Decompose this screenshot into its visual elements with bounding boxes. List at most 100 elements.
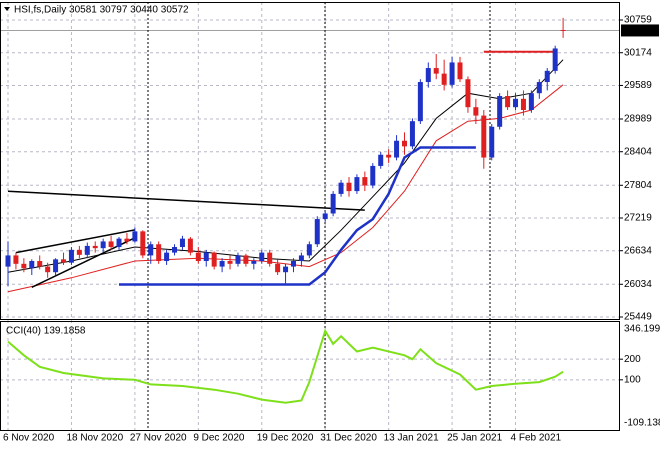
candle-body [402,140,407,147]
candle-body [13,255,19,264]
candle-body [100,241,106,249]
y-limit-label: 346.1991 [624,324,660,335]
y-tick-label: 26034 [624,279,652,290]
candle-body [544,70,550,83]
y-limit-label: -109.138 [624,418,660,429]
candle-body [29,261,35,269]
candle-body [37,261,43,267]
x-tick-label: 18 Nov 2020 [66,433,123,444]
candle-body [187,238,193,253]
candle-body [314,219,320,245]
candle-body [354,177,360,192]
marks-layer [5,17,566,404]
candle-body [290,261,296,267]
indicator-line [119,146,476,286]
candle-body [283,266,289,273]
y-tick-label: 28989 [624,114,652,125]
candle-body [322,213,328,220]
candle-body [560,29,566,31]
candle-body [116,238,122,248]
candle-body [45,266,51,273]
candle-body [124,238,130,242]
candle-body [449,62,455,85]
cci-panel-frame [0,321,620,431]
candle-body [362,177,368,186]
candle-body [235,255,241,264]
candle-body [338,182,344,194]
y-tick-label: 30759 [624,15,652,26]
candle-body [211,252,217,267]
current-price-label: 30572 [624,25,652,36]
x-tick-label: 4 Feb 2021 [511,433,562,444]
candle-body [298,255,304,262]
candle-body [457,62,463,80]
candle-body [378,154,384,166]
y-tick-label: 27804 [624,180,652,191]
y-tick-label: 28404 [624,146,652,157]
candle-body [5,255,11,267]
candle-body [76,249,82,255]
price-panel-frame [0,2,620,320]
title-marker [4,7,10,11]
candle-body [132,231,138,242]
candle-body [267,252,273,264]
candle-body [346,182,352,192]
candle-body [481,115,487,158]
candle-body [441,73,447,85]
candle-body [219,261,225,267]
trend-line [7,190,365,211]
candle-body [68,249,74,263]
candle-body [164,252,170,262]
chart-title: HSI,fs,Daily 30581 30797 30440 30572 [14,5,189,16]
candle-body [497,96,503,127]
candle-body [179,238,185,248]
candle-body [227,261,233,264]
x-tick-label: 6 Nov 2020 [3,433,55,444]
candle-body [148,244,154,256]
candle-body [243,255,249,264]
candle-body [92,245,98,249]
indicator-line [7,59,564,273]
candle-body [275,263,281,273]
candle-body [394,140,400,158]
candle-body [489,126,495,158]
trend-line [15,229,136,254]
x-tick-label: 27 Nov 2020 [130,433,187,444]
current-price-box [621,24,659,37]
candle-body [21,263,27,269]
candle-body [251,261,257,264]
y-tick-label: 25449 [624,312,652,323]
candle-body [108,241,114,248]
candle-body [520,98,526,110]
candle-body [528,93,534,110]
candle-body [370,165,376,186]
candle-body [417,82,423,122]
candle-body [195,252,201,262]
candle-body [156,244,162,262]
text-layer: 30759 30174 29589 28989 28404 27804 27219 26634… [3,15,660,444]
y-tick-label: 30174 [624,47,652,58]
x-tick-label: 31 Dec 2020 [320,433,377,444]
y-tick-label: 27219 [624,213,652,224]
candle-body [536,82,542,94]
candle-body [84,245,90,255]
y-tick-label: 100 [624,374,641,385]
cci-title: CCI(40) 139.1858 [6,326,86,337]
indicator-line [7,84,564,293]
candle-body [330,193,336,214]
candle-body [53,259,59,273]
y-tick-label: 26634 [624,245,652,256]
x-tick-label: 19 Dec 2020 [257,433,314,444]
candle-body [552,48,558,71]
candle-body [140,231,146,256]
x-tick-label: 25 Jan 2021 [447,433,502,444]
candle-body [465,79,471,108]
candle-body [306,244,312,256]
candle-body [433,68,439,74]
candle-body [172,247,178,253]
candle-body [386,154,392,158]
x-tick-label: 9 Dec 2020 [193,433,245,444]
y-tick-label: 29589 [624,80,652,91]
